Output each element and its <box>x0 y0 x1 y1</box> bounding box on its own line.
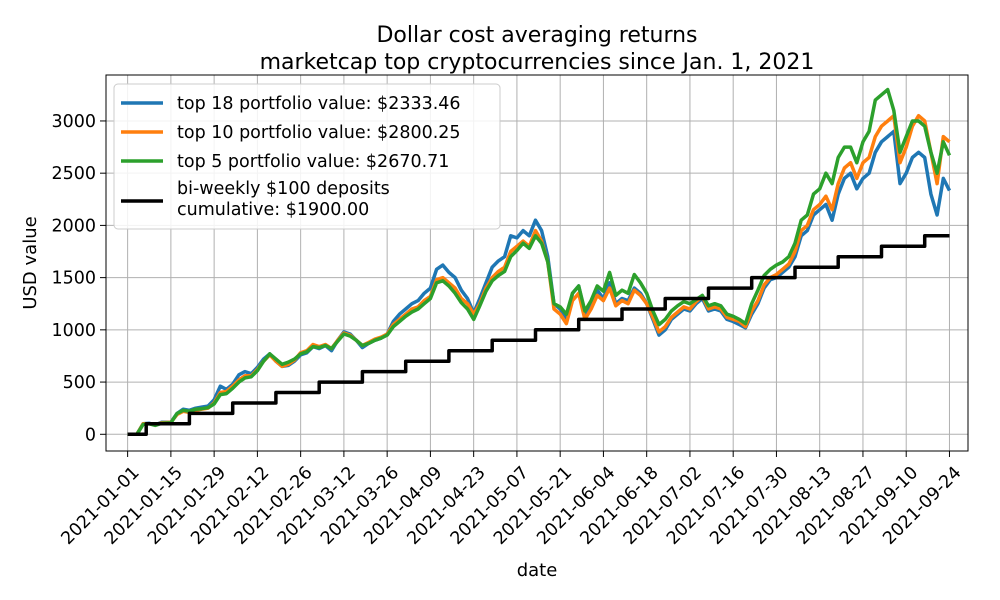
y-tick-label: 3000 <box>51 112 96 132</box>
legend: top 18 portfolio value: $2333.46 top 10 p… <box>113 83 501 230</box>
y-axis-label: USD value <box>20 216 41 309</box>
x-axis-label: date <box>517 560 558 581</box>
series-line-3 <box>127 234 950 437</box>
y-tick-label: 2000 <box>51 216 96 236</box>
y-tick-label: 1500 <box>51 269 96 289</box>
legend-label-2: top 5 portfolio value: $2670.71 <box>177 152 449 172</box>
series-line-2 <box>127 87 952 437</box>
y-tick-label: 1000 <box>51 321 96 341</box>
y-tick-label: 2500 <box>51 164 96 184</box>
plot-area-frame <box>105 74 969 452</box>
chart-title-line-2: marketcap top cryptocurrencies since Jan… <box>260 50 815 75</box>
legend-label-0: top 18 portfolio value: $2333.46 <box>177 94 461 114</box>
legend-label-1: top 10 portfolio value: $2800.25 <box>177 123 461 143</box>
y-axis: 0 500 1000 1500 2000 2500 3000 <box>51 112 106 445</box>
series-group <box>127 87 952 437</box>
chart-title-line-1: Dollar cost averaging returns <box>376 23 697 48</box>
y-tick-label: 0 <box>85 425 96 445</box>
y-tick-label: 500 <box>63 373 96 393</box>
legend-box <box>113 83 501 230</box>
legend-label-3: bi-weekly $100 deposits cumulative: $1900… <box>177 179 390 220</box>
